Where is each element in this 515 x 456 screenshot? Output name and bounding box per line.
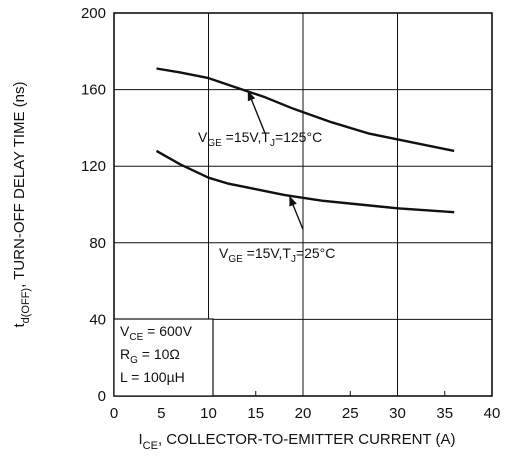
x-tick-label: 0	[110, 405, 118, 422]
x-tick-label: 20	[295, 405, 312, 422]
x-tick-label: 15	[247, 405, 264, 422]
y-axis-title: td(OFF), TURN-OFF DELAY TIME (ns)	[11, 81, 32, 327]
x-axis-ticks: 0 5 10 15 20 25 30 35 40	[110, 391, 501, 422]
x-tick-label: 5	[157, 405, 165, 422]
series-label-25c: VGE =15V,TJ=25°C	[219, 245, 335, 265]
x-tick-label: 25	[342, 405, 359, 422]
series-lines	[155, 67, 455, 214]
series-line-1	[155, 149, 455, 214]
series-line-0	[156, 67, 455, 153]
condition-l: L = 100µH	[120, 369, 185, 385]
condition-vce: VCE = 600V	[120, 323, 193, 343]
y-tick-label: 160	[81, 82, 106, 99]
y-tick-label: 80	[89, 235, 106, 252]
x-tick-label: 35	[436, 405, 453, 422]
annotation-arrow-1	[289, 195, 304, 230]
x-tick-label: 40	[484, 405, 501, 422]
y-tick-label: 40	[89, 311, 106, 328]
y-tick-label: 0	[98, 388, 106, 405]
x-tick-label: 30	[389, 405, 406, 422]
y-tick-label: 120	[81, 158, 106, 175]
x-axis-title: ICE, COLLECTOR-TO-EMITTER CURRENT (A)	[139, 431, 456, 452]
test-conditions-box: VCE = 600V RG = 10Ω L = 100µH	[113, 318, 214, 397]
series-label-125c: VGE =15V,TJ=125°C	[198, 129, 322, 149]
annotation-arrow-0	[247, 90, 266, 134]
y-tick-label: 200	[81, 5, 106, 22]
annotation-arrows	[247, 90, 304, 230]
x-tick-label: 10	[200, 405, 217, 422]
condition-rg: RG = 10Ω	[120, 346, 180, 366]
y-axis-ticks: 0 40 80 120 160 200	[81, 5, 106, 405]
